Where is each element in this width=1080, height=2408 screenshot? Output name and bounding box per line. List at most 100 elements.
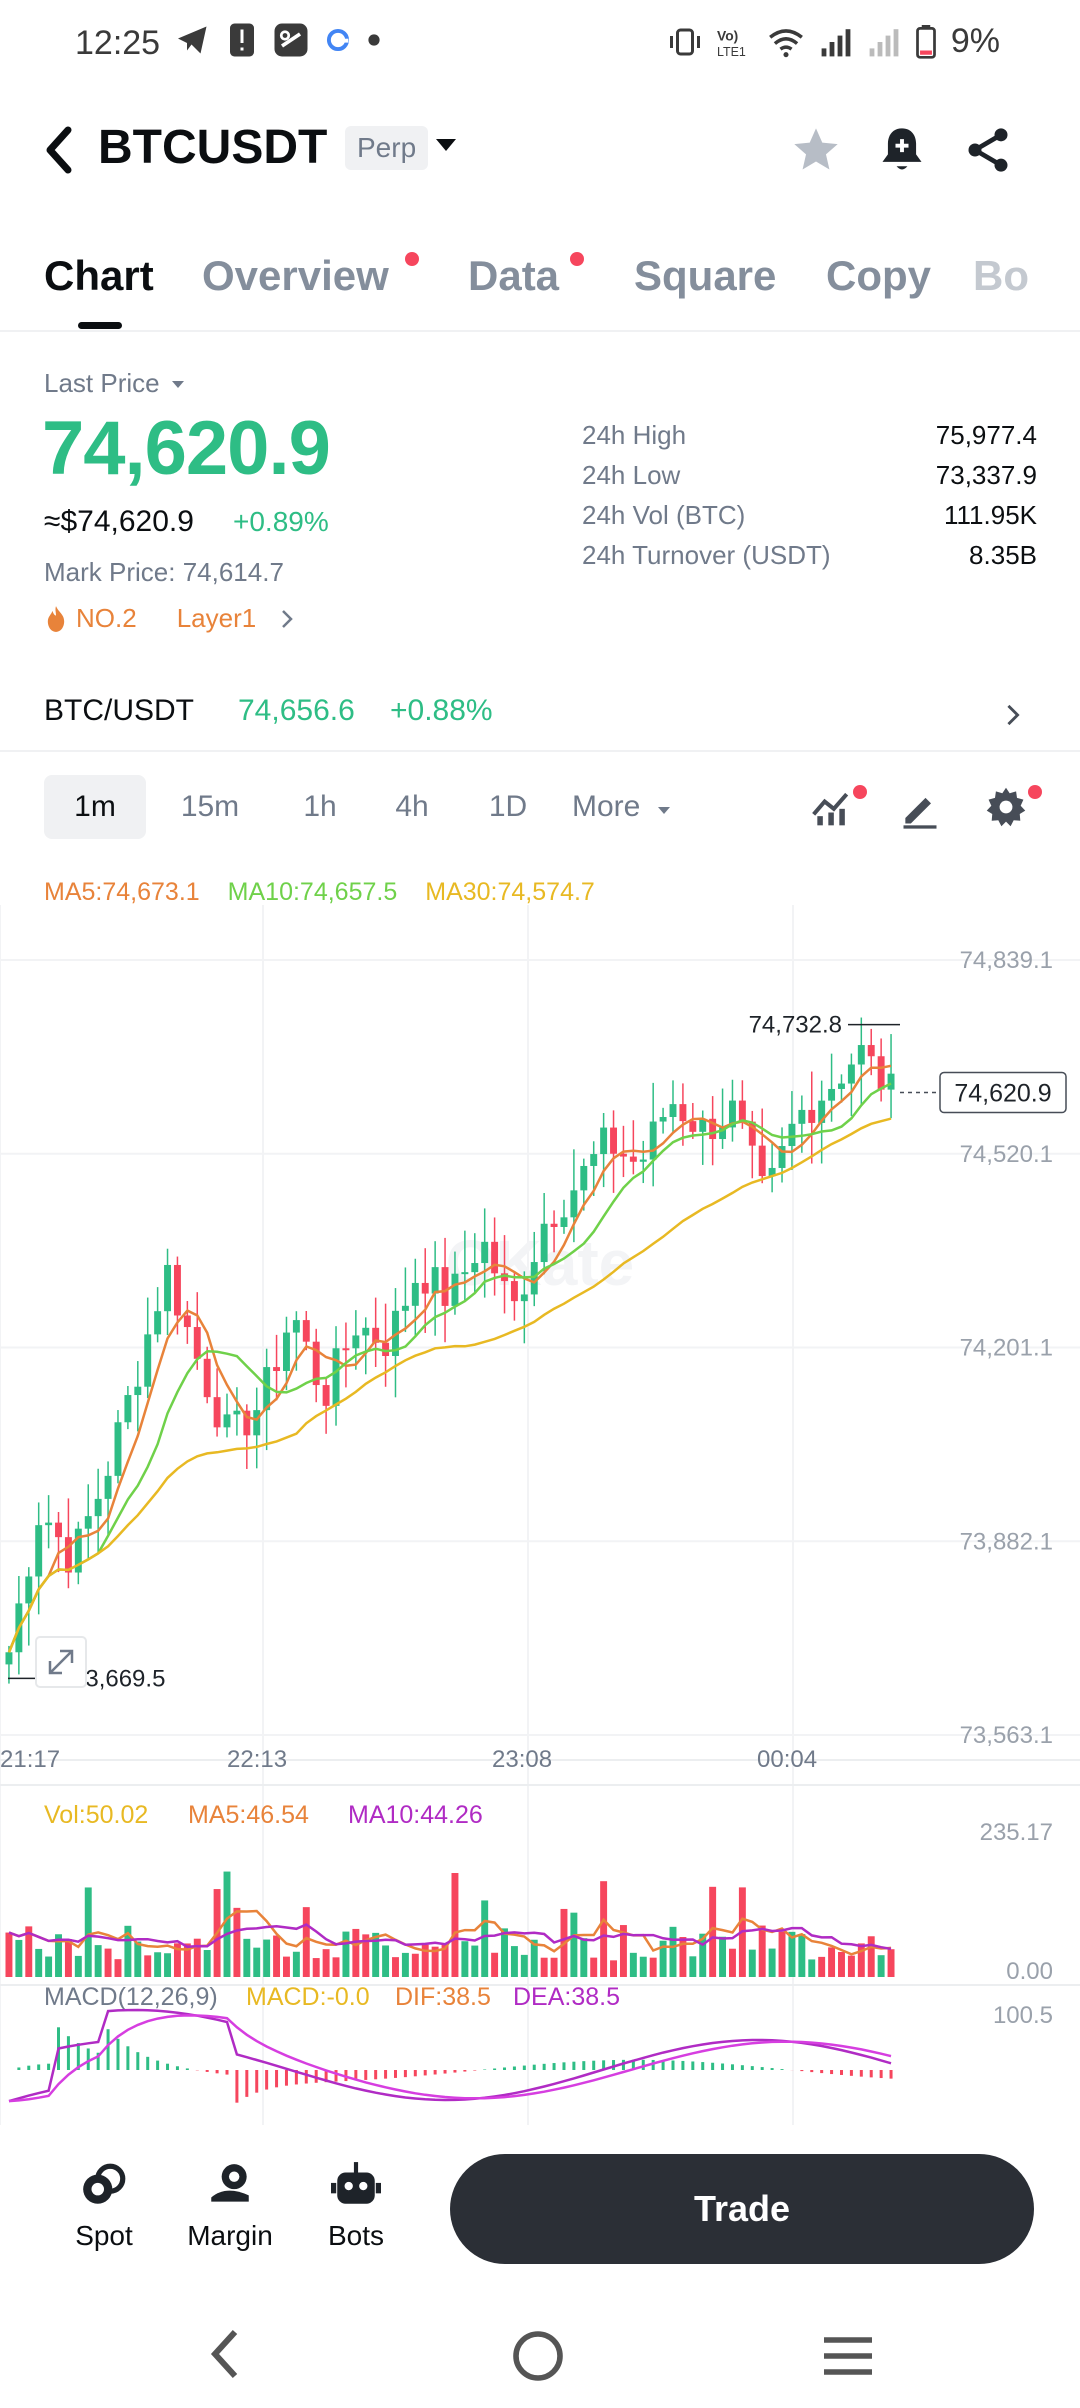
margin-button[interactable]: Margin <box>170 2160 290 2252</box>
candle <box>45 1522 53 1526</box>
candle <box>411 1282 419 1306</box>
candle <box>74 1528 82 1573</box>
candle <box>451 1273 459 1306</box>
star-icon[interactable] <box>790 124 842 176</box>
macd-line <box>8 2014 892 2103</box>
nav-back-icon[interactable] <box>205 2326 245 2382</box>
price-chart[interactable]: OKate 74,839.1 74,520.1 74,201.1 73,882.1 73… <box>0 905 1080 2125</box>
volume-bar <box>649 1957 657 1977</box>
volume-bar <box>857 1943 865 1977</box>
candle <box>659 1117 667 1122</box>
vol-y-tick: 235.17 <box>980 1819 1053 1846</box>
candle <box>203 1358 211 1398</box>
spot-price: 74,656.6 <box>238 694 355 727</box>
interval-1m[interactable]: 1m <box>44 775 146 839</box>
share-icon[interactable] <box>962 124 1014 176</box>
candle <box>134 1386 142 1396</box>
candle <box>243 1410 251 1436</box>
chevron-right-icon <box>1007 704 1020 726</box>
nav-recents-icon[interactable] <box>822 2336 874 2376</box>
symbol-title[interactable]: BTCUSDT <box>98 121 328 174</box>
volume-bar <box>134 1941 142 1977</box>
volume-bar <box>372 1932 380 1977</box>
price-change: +0.89% <box>233 506 329 537</box>
vibrate-icon <box>669 28 700 55</box>
bots-button[interactable]: Bots <box>296 2160 416 2252</box>
candle <box>679 1104 687 1122</box>
y-tick-label: 74,839.1 <box>960 947 1053 974</box>
last-price-tag <box>939 1071 1067 1114</box>
candle <box>510 1281 518 1302</box>
candle <box>292 1320 300 1333</box>
last-price: 74,620.9 <box>42 406 331 491</box>
candle <box>838 1083 845 1089</box>
volume-bar <box>183 1943 191 1977</box>
volume-bar <box>352 1928 360 1977</box>
margin-icon <box>211 2164 249 2202</box>
volume-bar <box>719 1936 727 1977</box>
volume-bar <box>282 1956 290 1977</box>
spot-button[interactable]: Spot <box>44 2160 164 2252</box>
spot-price-row[interactable]: BTC/USDT 74,656.6 +0.88% <box>0 680 1080 752</box>
volume-bar <box>501 1928 508 1977</box>
dea-label: DEA:38.5 <box>513 1983 620 2011</box>
time-axis: 21:17 22:13 23:08 00:04 <box>0 1746 817 1773</box>
last-price-selector[interactable]: Last Price <box>44 368 185 399</box>
volume-bar <box>847 1955 855 1977</box>
tab-chart[interactable]: Chart <box>44 252 154 299</box>
interval-bar: 1m 15m 1h 4h 1D More <box>0 775 1080 845</box>
volume-bar <box>451 1873 459 1977</box>
volume-bar <box>709 1886 717 1977</box>
chevron-down-icon[interactable] <box>435 138 457 152</box>
candle <box>798 1109 806 1124</box>
candle <box>788 1123 796 1147</box>
interval-1h[interactable]: 1h <box>303 790 337 823</box>
macd-line <box>8 2008 892 2103</box>
expand-chart-button[interactable] <box>35 1636 87 1688</box>
candle <box>55 1522 62 1538</box>
volume-bar <box>411 1953 419 1977</box>
candle <box>501 1273 508 1282</box>
candle <box>560 1217 568 1227</box>
volume-bar <box>421 1944 429 1977</box>
stat-label: 24h Vol (BTC) <box>582 500 746 530</box>
nav-home-icon[interactable] <box>512 2330 564 2382</box>
interval-15m[interactable]: 15m <box>180 790 240 823</box>
volume-bar <box>689 1956 697 1977</box>
draw-pencil-icon[interactable] <box>898 785 942 829</box>
tab-bots[interactable]: Bo <box>973 252 1029 299</box>
rank-row[interactable]: NO.2 Layer1 <box>44 603 294 634</box>
candle <box>382 1342 390 1357</box>
tab-data[interactable]: Data <box>468 252 560 299</box>
macd-title: MACD(12,26,9) <box>44 1983 218 2011</box>
candle <box>550 1223 558 1227</box>
candle <box>629 1156 637 1162</box>
notification-dot <box>570 252 584 266</box>
indicator-icon[interactable] <box>810 785 854 829</box>
volume-bar <box>164 1953 172 1977</box>
interval-1d[interactable]: 1D <box>488 790 528 823</box>
bell-add-icon[interactable] <box>876 124 928 176</box>
volume-bar <box>659 1940 667 1977</box>
x-tick-label: 23:08 <box>492 1746 552 1773</box>
alert-icon <box>230 23 254 57</box>
volume-bar <box>629 1952 637 1977</box>
candle <box>312 1341 320 1386</box>
bottom-action-bar: Spot Margin Bots Trade <box>0 2140 1080 2290</box>
interval-more[interactable]: More <box>572 775 682 839</box>
interval-4h[interactable]: 4h <box>395 790 429 823</box>
volume-bar <box>273 1935 281 1977</box>
stat-label: 24h Turnover (USDT) <box>582 540 831 570</box>
volume-bar <box>550 1957 558 1977</box>
candle <box>461 1272 469 1275</box>
back-icon[interactable] <box>40 124 80 176</box>
tab-copy[interactable]: Copy <box>826 252 931 299</box>
tab-square[interactable]: Square <box>634 252 777 299</box>
trade-button[interactable]: Trade <box>450 2154 1034 2264</box>
tab-overview[interactable]: Overview <box>202 252 389 299</box>
candle <box>610 1127 618 1154</box>
candle <box>699 1118 707 1132</box>
caret-down-icon <box>657 807 670 814</box>
settings-gear-icon[interactable] <box>984 785 1028 829</box>
volume-bar <box>15 1939 23 1977</box>
